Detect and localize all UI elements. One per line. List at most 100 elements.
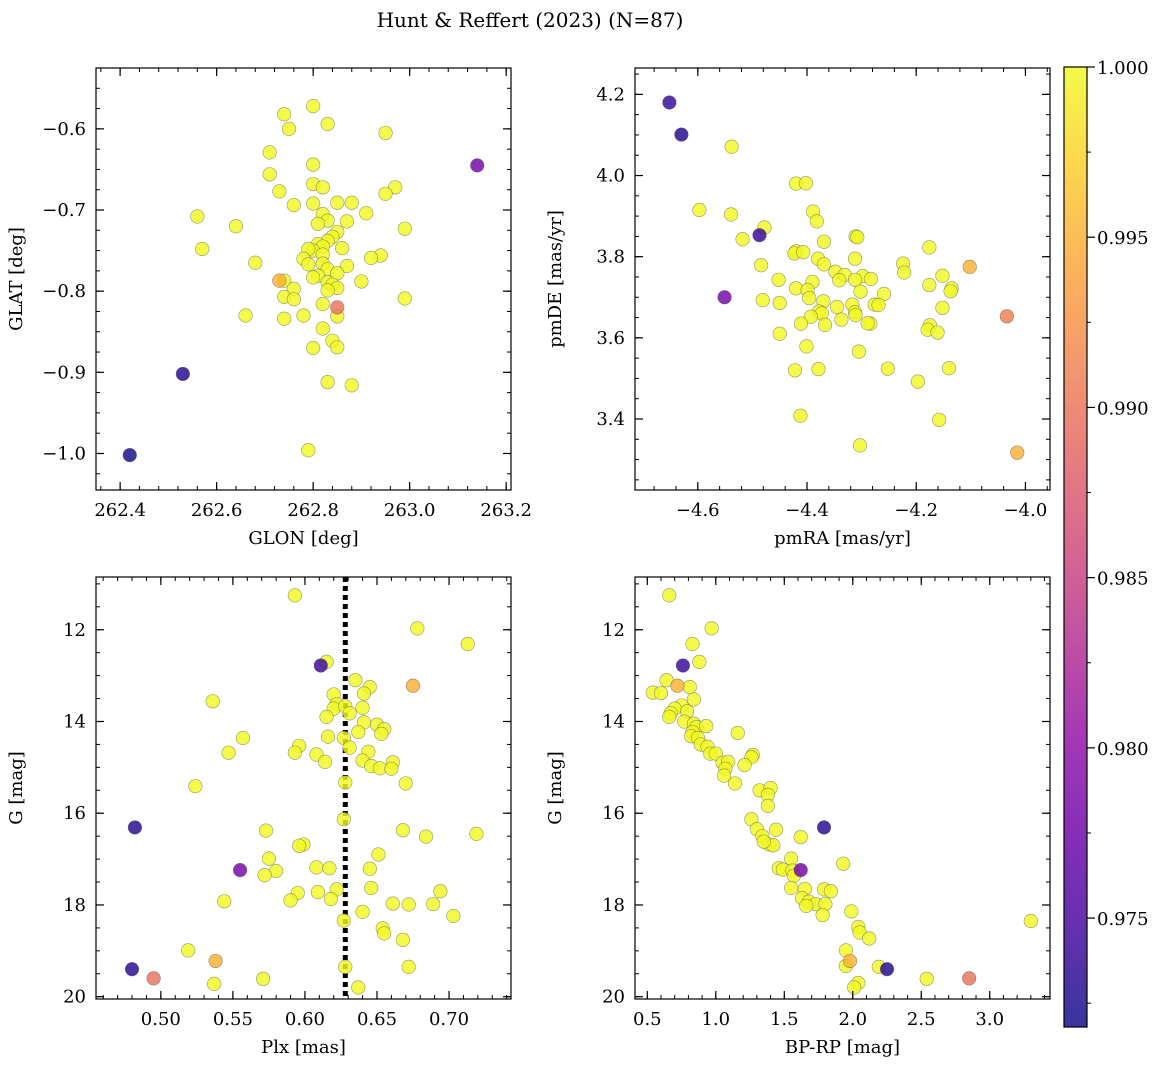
- data-point: [301, 257, 316, 272]
- data-point: [122, 448, 137, 463]
- data-point: [941, 361, 957, 376]
- data-point: [310, 885, 326, 900]
- scatter-points: [645, 588, 1038, 995]
- data-point: [418, 829, 434, 844]
- data-point: [772, 326, 787, 341]
- data-point: [834, 312, 849, 327]
- y-tick-label: 12: [63, 620, 86, 641]
- x-tick-label: 3.0: [975, 1009, 1004, 1030]
- colorbar-tick-label: 1.000: [1097, 58, 1149, 79]
- data-point: [301, 443, 316, 458]
- data-point: [181, 943, 196, 958]
- data-point: [277, 311, 292, 326]
- data-point: [919, 971, 934, 986]
- data-point: [724, 207, 739, 222]
- data-point: [922, 277, 937, 293]
- data-point: [363, 250, 379, 265]
- x-tick-label: 0.50: [141, 1009, 181, 1030]
- data-point: [238, 308, 253, 323]
- data-point: [339, 258, 355, 274]
- colorbar: 0.975 0.980 0.985 0.990 0.995 1.000: [1063, 58, 1149, 1028]
- data-point: [397, 221, 412, 236]
- panels: 262.4 262.6 262.8 263.0 263.2 −1.0 −0.9 −0.8 −0.…: [6, 67, 1051, 1058]
- data-point: [847, 251, 863, 266]
- data-point: [306, 340, 321, 356]
- data-point: [377, 926, 392, 941]
- data-point: [306, 270, 321, 285]
- data-point: [815, 907, 830, 923]
- data-point: [385, 896, 400, 911]
- data-point: [217, 894, 232, 909]
- data-point: [338, 775, 353, 790]
- data-point: [699, 718, 714, 734]
- data-point: [371, 847, 386, 862]
- data-point: [359, 206, 374, 221]
- data-point: [962, 971, 977, 986]
- data-point: [943, 284, 958, 299]
- data-point: [258, 823, 274, 838]
- plot-frame: [95, 576, 512, 1000]
- data-point: [272, 273, 287, 288]
- y-tick-label: 3.8: [596, 247, 625, 268]
- data-point: [754, 258, 769, 273]
- data-point: [287, 745, 302, 760]
- y-tick-label: 18: [602, 895, 625, 916]
- data-point: [811, 361, 826, 377]
- data-point: [362, 861, 377, 876]
- x-tick-label: 262.8: [287, 500, 339, 521]
- data-point: [793, 863, 808, 878]
- data-point: [272, 184, 287, 199]
- data-point: [195, 241, 210, 257]
- y-axis-label: GLAT [deg]: [6, 227, 27, 331]
- data-point: [662, 709, 677, 725]
- data-point: [848, 308, 863, 323]
- data-point: [354, 274, 369, 289]
- y-tick-label: −0.7: [42, 200, 86, 221]
- data-point: [355, 700, 370, 715]
- data-point: [175, 366, 190, 382]
- data-point: [205, 694, 220, 709]
- x-tick-label: 0.65: [357, 1009, 397, 1030]
- data-point: [283, 893, 298, 908]
- data-point: [653, 685, 669, 701]
- major-ticks: [96, 68, 511, 490]
- data-point: [880, 361, 895, 376]
- data-point: [836, 856, 851, 871]
- data-point: [772, 295, 787, 311]
- data-point: [146, 971, 161, 986]
- x-tick-label: 262.6: [191, 500, 243, 521]
- data-point: [397, 291, 412, 306]
- data-point: [335, 241, 350, 256]
- colorbar-tick-label: 0.980: [1097, 739, 1149, 760]
- data-point: [686, 692, 701, 707]
- data-point: [235, 730, 251, 746]
- data-point: [348, 673, 363, 688]
- y-tick-label: 14: [63, 711, 86, 732]
- data-point: [342, 740, 357, 755]
- data-point: [401, 897, 416, 912]
- x-tick-label: 263.0: [384, 500, 436, 521]
- scatter-points: [662, 95, 1025, 460]
- data-point: [208, 953, 223, 969]
- data-point: [823, 884, 838, 899]
- y-tick-label: −0.9: [42, 362, 86, 383]
- data-point: [662, 588, 677, 603]
- colorbar-tick-label: 0.995: [1097, 228, 1149, 249]
- data-point: [670, 678, 685, 693]
- data-point: [760, 798, 775, 813]
- data-point: [847, 272, 863, 287]
- data-point: [330, 340, 345, 355]
- data-point: [862, 931, 877, 946]
- data-point: [336, 812, 351, 827]
- x-tick-label: 2.0: [838, 1009, 867, 1030]
- data-point: [188, 779, 203, 794]
- data-point: [344, 378, 359, 393]
- data-point: [756, 834, 771, 849]
- data-point: [256, 971, 271, 986]
- data-point: [374, 726, 389, 741]
- data-point: [309, 860, 324, 875]
- data-point: [313, 658, 328, 673]
- data-point: [320, 116, 335, 132]
- data-point: [281, 121, 297, 136]
